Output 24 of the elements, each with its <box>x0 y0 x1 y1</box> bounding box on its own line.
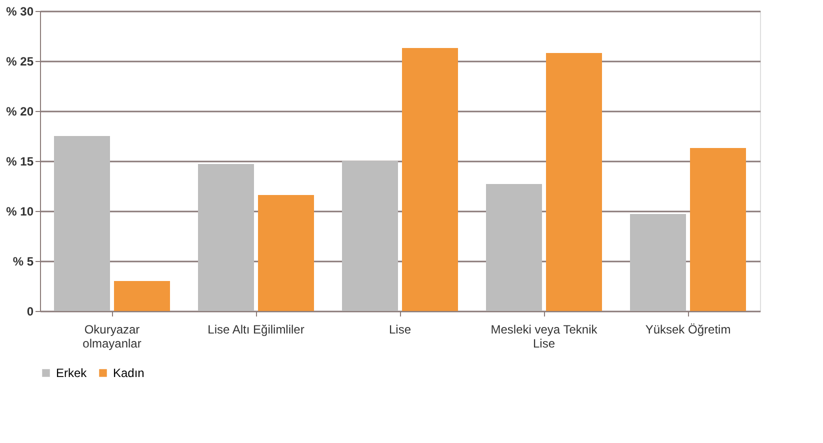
y-tick-label: % 25 <box>6 54 34 68</box>
bar <box>342 161 398 311</box>
y-tick-label: % 10 <box>6 204 34 218</box>
y-tick-label: % 20 <box>6 104 34 118</box>
bar <box>486 184 542 311</box>
bar <box>402 48 458 311</box>
y-tick-label: % 30 <box>6 4 34 18</box>
bar <box>114 281 170 311</box>
legend-label: Kadın <box>113 366 144 380</box>
y-tick-label: 0 <box>26 304 34 318</box>
x-tick-label: Okuryazar olmayanlar <box>82 322 142 350</box>
bar <box>546 53 602 311</box>
x-tick-label: Lise <box>388 322 412 336</box>
x-tick-label: Lise Altı Eğilimliler <box>208 322 304 336</box>
legend-label: Erkek <box>56 366 88 380</box>
bar <box>258 195 314 311</box>
y-tick-label: % 5 <box>12 254 34 268</box>
bar <box>198 164 254 311</box>
bar <box>630 214 686 311</box>
x-tick-label: Mesleki veya Teknik Lise <box>490 322 598 350</box>
x-tick-label: Yüksek Öğretim <box>645 322 731 336</box>
y-tick-label: % 15 <box>6 154 34 168</box>
bar <box>54 136 110 311</box>
bar <box>690 148 746 311</box>
